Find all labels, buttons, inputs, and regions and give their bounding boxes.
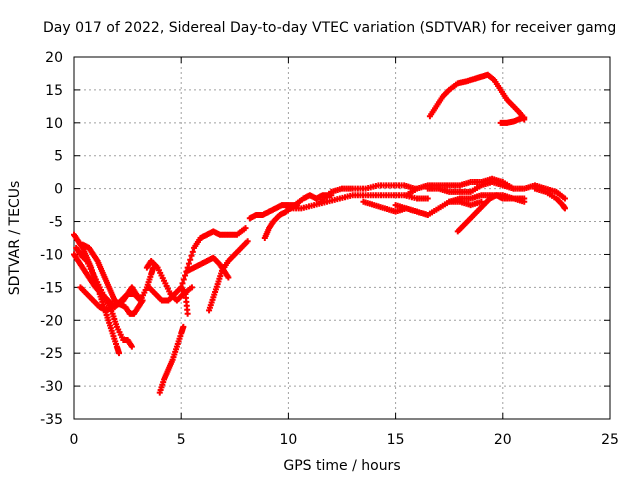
data-point <box>116 350 123 357</box>
chart-title: Day 017 of 2022, Sidereal Day-to-day VTE… <box>43 20 616 36</box>
data-point <box>244 238 251 245</box>
y-tick-label: 5 <box>54 149 63 165</box>
x-tick-label: 0 <box>70 432 79 448</box>
data-point <box>225 274 232 281</box>
y-tick-label: 20 <box>45 50 63 66</box>
data-point <box>242 225 249 232</box>
data-marks <box>71 71 568 396</box>
data-point <box>187 256 194 263</box>
y-tick-label: -20 <box>40 313 63 329</box>
y-axis-title: SDTVAR / TECUs <box>7 181 23 296</box>
grid <box>74 57 610 419</box>
y-tick-label: -15 <box>40 280 63 296</box>
x-tick-label: 10 <box>279 432 297 448</box>
data-point <box>561 205 568 212</box>
data-point <box>189 248 196 255</box>
y-tick-label: 15 <box>45 83 63 99</box>
data-point <box>424 195 431 202</box>
data-point <box>424 211 431 218</box>
y-tick-label: 0 <box>54 182 63 198</box>
data-point <box>139 297 146 304</box>
plot-frame <box>73 56 611 420</box>
x-tick-label: 15 <box>387 432 405 448</box>
x-axis-title: GPS time / hours <box>283 458 400 474</box>
y-tick-label: -10 <box>40 247 63 263</box>
axis-ticks: 0 5 10 15 20 25 -35 -30 -25 -20 -15 -10 -5 0 5 10 15 20 <box>40 50 619 448</box>
data-point <box>561 195 568 202</box>
data-point <box>179 280 186 287</box>
data-point <box>521 114 528 121</box>
data-point <box>180 276 187 283</box>
y-tick-label: -5 <box>49 215 63 231</box>
y-tick-label: 10 <box>45 116 63 132</box>
x-tick-label: 5 <box>177 432 186 448</box>
x-tick-label: 25 <box>601 432 619 448</box>
y-tick-label: -25 <box>40 346 63 362</box>
data-point <box>188 284 195 291</box>
data-point <box>188 252 195 259</box>
data-point <box>182 272 189 279</box>
data-point <box>184 310 191 317</box>
data-point <box>521 198 528 205</box>
data-point <box>178 284 185 291</box>
x-tick-label: 20 <box>494 432 512 448</box>
data-point <box>128 343 135 350</box>
data-point <box>185 260 192 267</box>
y-tick-label: -35 <box>40 412 63 428</box>
data-point <box>180 323 187 330</box>
y-tick-label: -30 <box>40 379 63 395</box>
